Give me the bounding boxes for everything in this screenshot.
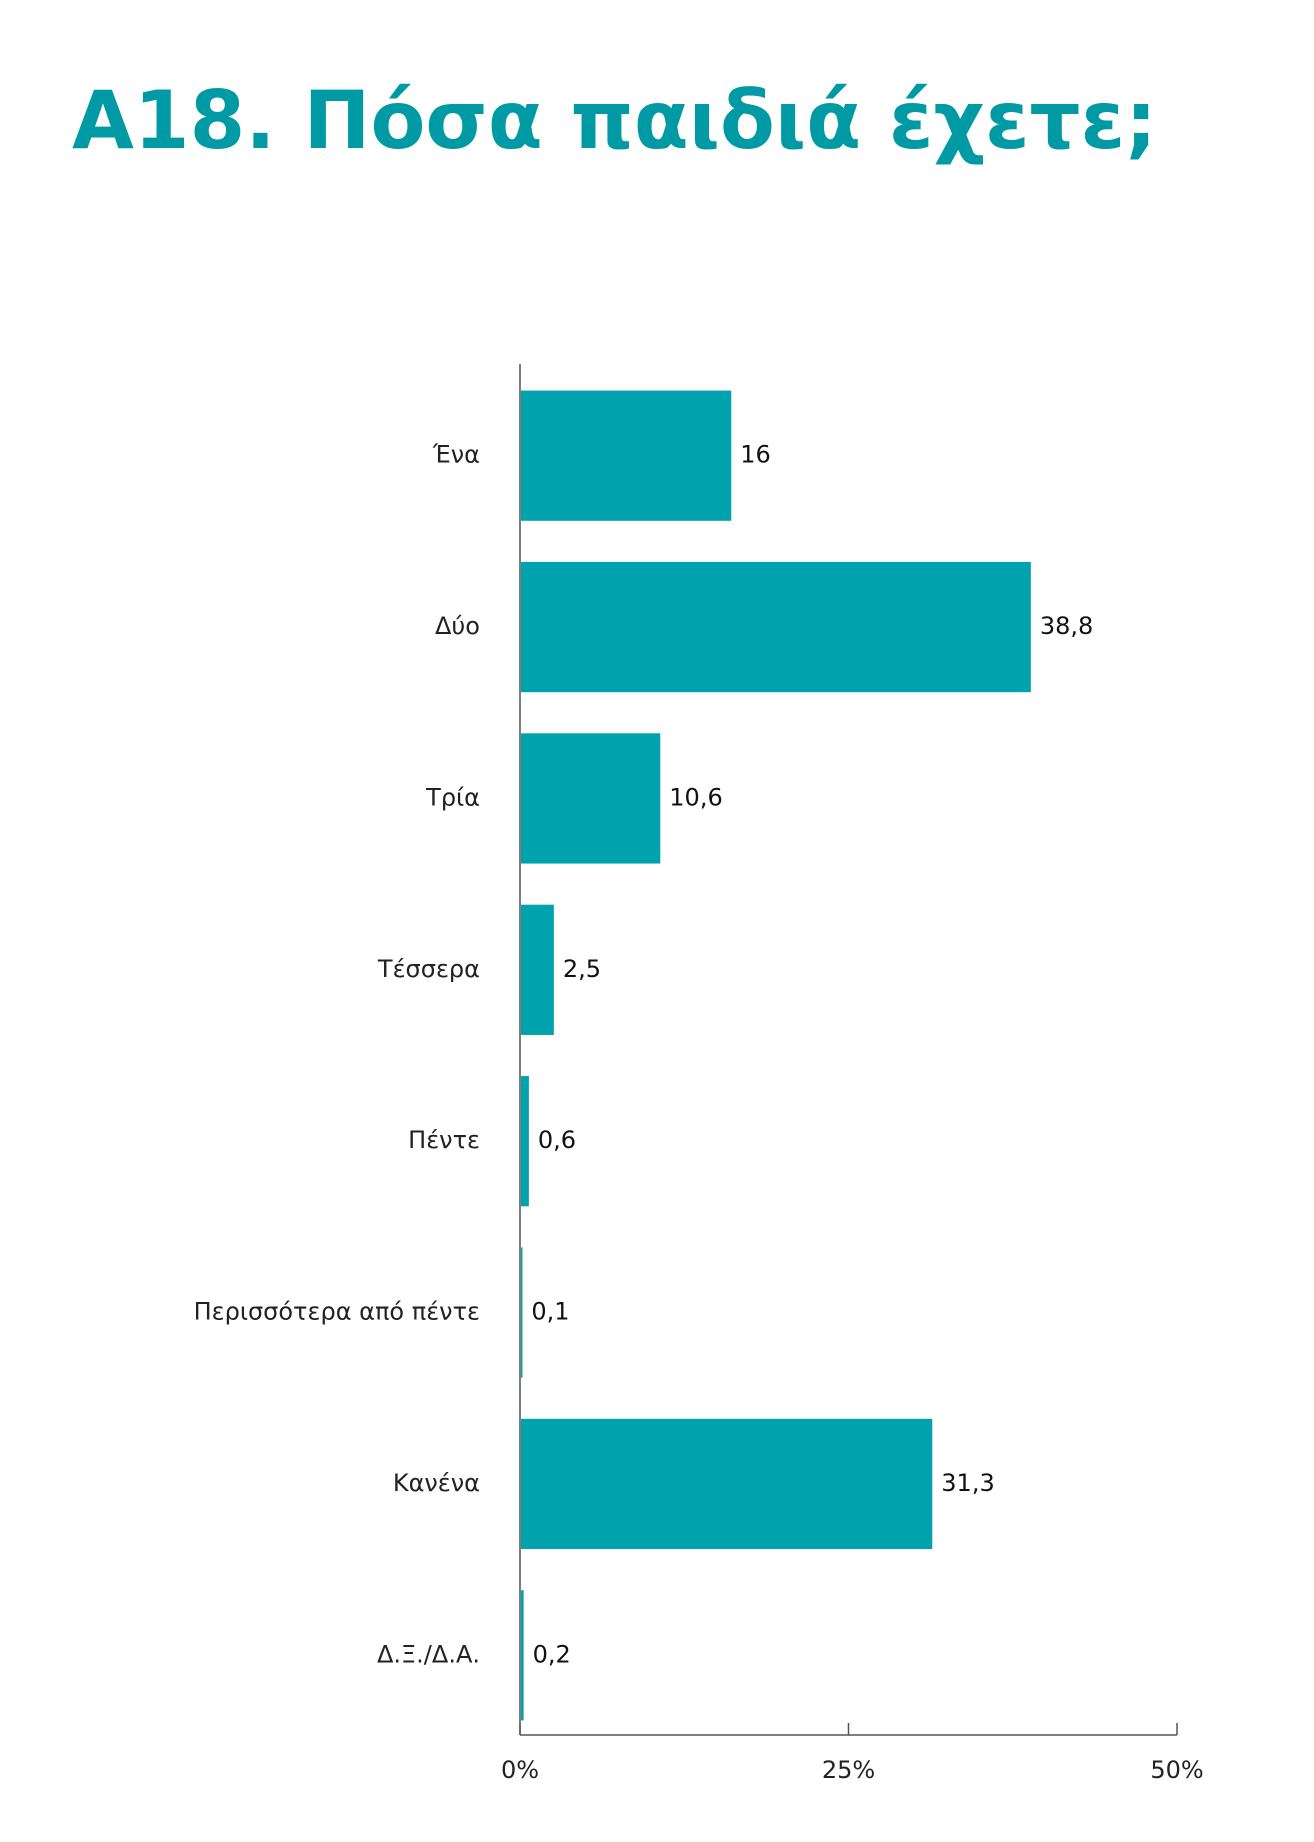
y-tick-label: Κανένα bbox=[393, 1469, 480, 1497]
value-label: 2,5 bbox=[563, 955, 601, 983]
y-tick-label: Πέντε bbox=[408, 1126, 480, 1154]
value-label: 0,2 bbox=[533, 1640, 571, 1668]
bar bbox=[521, 561, 1031, 693]
x-tick-label: 0% bbox=[501, 1756, 539, 1784]
value-label: 10,6 bbox=[669, 783, 722, 811]
bar bbox=[521, 733, 661, 864]
y-tick-label: Ένα bbox=[432, 441, 480, 469]
x-tick-label: 25% bbox=[822, 1756, 875, 1784]
value-label: 0,1 bbox=[531, 1298, 569, 1326]
bar bbox=[521, 1418, 933, 1550]
bar bbox=[521, 904, 554, 1035]
y-tick-label: Τέσσερα bbox=[377, 955, 480, 983]
x-tick-label: 50% bbox=[1150, 1756, 1203, 1784]
y-tick-label: Περισσότερα από πέντε bbox=[194, 1298, 480, 1326]
y-tick-label: Δύο bbox=[435, 612, 480, 640]
y-tick-label: Δ.Ξ./Δ.Α. bbox=[377, 1640, 480, 1668]
bar bbox=[521, 1590, 524, 1721]
value-label: 0,6 bbox=[538, 1126, 576, 1154]
bar bbox=[521, 390, 732, 521]
value-label: 38,8 bbox=[1040, 612, 1093, 640]
value-label: 16 bbox=[740, 441, 771, 469]
value-label: 31,3 bbox=[941, 1469, 994, 1497]
bar bbox=[521, 1247, 523, 1378]
chart-title: Α18. Πόσα παιδιά έχετε; bbox=[72, 74, 1157, 167]
bar bbox=[521, 1076, 529, 1207]
y-tick-label: Τρία bbox=[425, 783, 480, 811]
